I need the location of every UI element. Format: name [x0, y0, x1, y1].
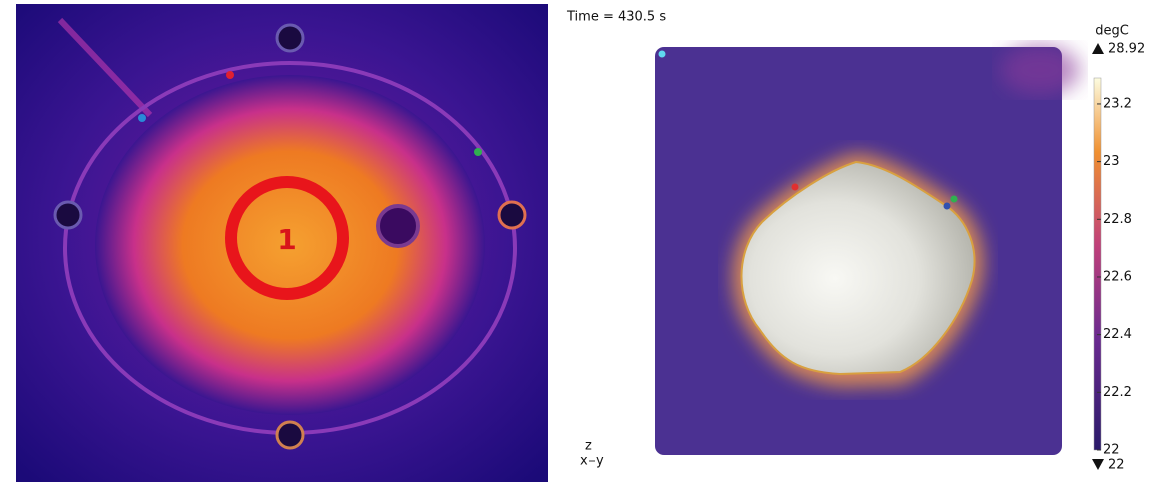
thermal-image: 1 — [16, 4, 548, 482]
colorbar — [1094, 78, 1101, 450]
clamp — [499, 202, 525, 228]
colorbar-unit: degC — [1095, 24, 1129, 39]
clamp — [277, 25, 303, 51]
warm-corner — [1000, 45, 1080, 95]
max-triangle — [1092, 43, 1104, 54]
simulation: Time = 430.5 s z x y degC 28.92 22 — [566, 10, 1145, 473]
valve — [378, 206, 418, 246]
colorbar-tick-label: 22.6 — [1103, 269, 1132, 284]
min-triangle — [1092, 459, 1104, 470]
colorbar-tick-label: 22 — [1103, 443, 1120, 458]
probe-dot — [951, 196, 958, 203]
colorbar-tick-label: 22.4 — [1103, 327, 1132, 342]
colorbar-tick-label: 22.2 — [1103, 385, 1132, 400]
colorbar-tick-label: 23.2 — [1103, 96, 1132, 111]
figure: 1 Time = 430.5 s z x y degC 28.92 22 222… — [0, 0, 1168, 482]
probe-dot — [792, 184, 799, 191]
page: 1 Time = 430.5 s z x y degC 28.92 22 222… — [0, 0, 1168, 482]
probe-dot — [659, 51, 666, 58]
sensor-dot — [138, 114, 146, 122]
marker-label: 1 — [277, 223, 296, 256]
sensor-dot — [474, 148, 482, 156]
axis-z: z — [585, 439, 592, 454]
sensor-dot — [226, 71, 234, 79]
clamp — [55, 202, 81, 228]
time-label: Time = 430.5 s — [566, 10, 666, 25]
colorbar-tick-label: 22.8 — [1103, 212, 1132, 227]
clamp — [277, 422, 303, 448]
colorbar-tick-label: 23 — [1103, 154, 1120, 169]
probe-dot — [944, 203, 951, 210]
colorbar-min: 22 — [1108, 458, 1125, 473]
colorbar-max: 28.92 — [1108, 42, 1145, 57]
axis-x: x — [580, 454, 588, 469]
axis-y: y — [596, 454, 604, 469]
